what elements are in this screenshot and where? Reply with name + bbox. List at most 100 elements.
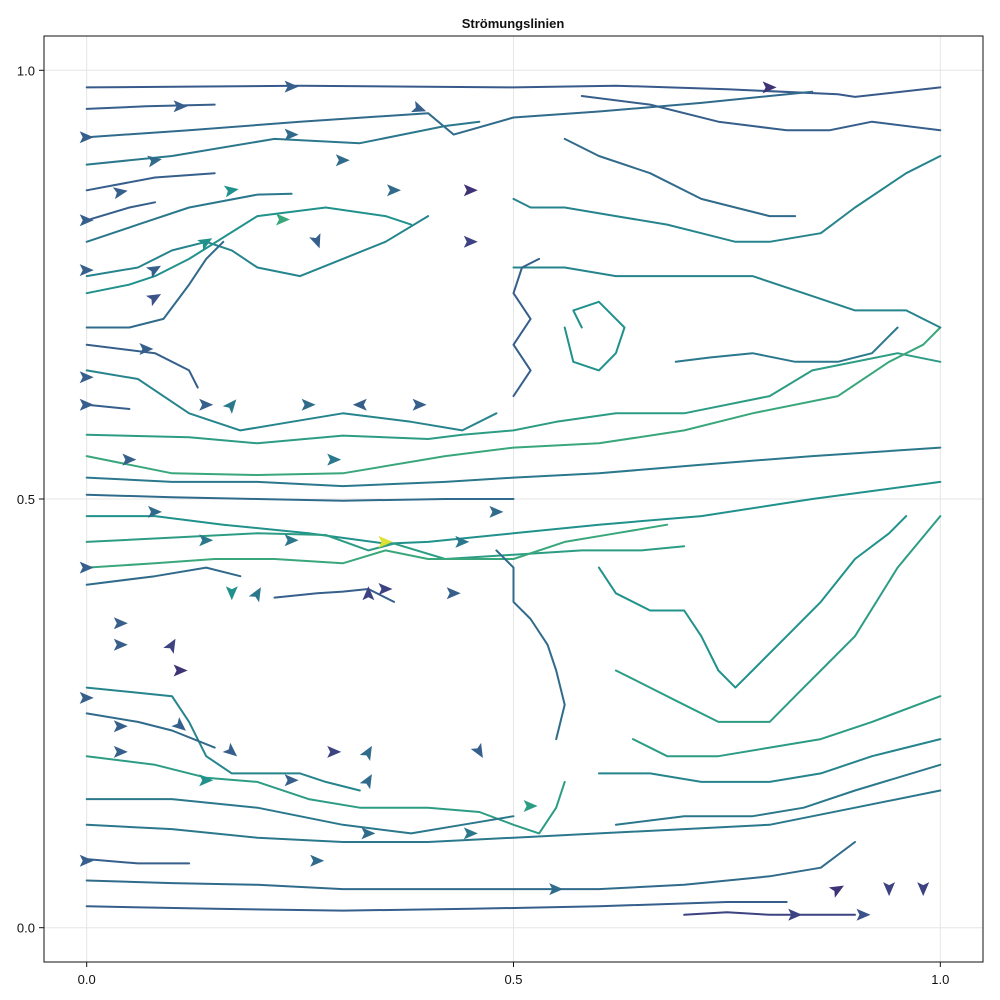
stream-arrow-32 [284,534,299,547]
stream-arrow-24 [222,399,237,414]
streamline-0 [85,84,942,98]
stream-arrow-2 [79,131,94,144]
stream-arrow-9 [387,184,401,197]
stream-arrow-63 [788,908,803,921]
stream-arrow-16 [145,265,162,278]
streamline-41 [632,695,942,758]
stream-arrow-38 [248,587,261,603]
stream-arrow-41 [446,587,461,600]
y-tick-label-2: 1.0 [17,63,35,78]
streamline-35 [674,326,899,363]
streamline-25 [85,798,515,835]
stream-arrow-10 [223,185,239,198]
stream-arrow-4 [410,100,427,113]
stream-arrow-54 [199,774,214,787]
streamline-6 [85,192,293,243]
streamline-37 [512,257,541,398]
stream-arrow-25 [301,398,316,411]
streamline-32 [563,137,797,218]
stream-arrow-66 [917,882,930,897]
stream-arrow-21 [79,371,94,384]
stream-arrow-5 [762,81,777,94]
stream-arrow-48 [171,717,186,731]
chart-title: Strömungslinien [462,16,565,31]
stream-arrow-47 [113,720,128,733]
y-axis-ticks: 0.0 0.5 1.0 [17,63,44,936]
stream-arrow-56 [359,774,372,790]
streamline-24 [85,755,566,835]
stream-arrow-29 [327,453,342,466]
streamline-38 [495,549,566,741]
streamlines [85,84,942,916]
stream-arrow-13 [309,233,321,249]
stream-arrow-19 [463,235,478,248]
streamline-8 [85,206,413,295]
stream-arrow-28 [122,453,137,466]
stream-arrow-0 [284,80,299,93]
x-tick-label-2: 1.0 [931,972,949,987]
streamline-27 [85,858,191,865]
stream-arrow-26 [352,398,367,411]
stream-arrow-15 [79,264,94,277]
streamline-10 [85,343,199,389]
stream-arrow-52 [359,745,372,761]
streamline-28 [85,841,856,891]
stream-arrow-22 [79,398,94,411]
x-tick-label-0: 0.0 [78,972,96,987]
stream-arrow-34 [455,535,470,548]
stream-arrow-27 [412,398,427,411]
stream-arrow-6 [147,155,162,168]
streamline-7 [85,215,430,278]
streamline-17 [85,480,942,545]
streamline-22 [85,686,361,792]
stream-arrow-33 [378,535,393,548]
stream-arrow-65 [883,882,896,897]
stream-arrow-42 [113,617,128,630]
stream-arrow-3 [284,128,299,141]
streamline-5 [85,201,156,222]
stream-arrow-1 [173,100,188,113]
stream-arrow-31 [199,534,214,547]
stream-arrow-58 [361,827,376,840]
streamline-36 [563,300,626,372]
stream-arrow-35 [489,505,504,518]
y-tick-label-1: 0.5 [17,492,35,507]
stream-arrows [79,80,930,921]
streamline-18 [85,532,686,560]
streamline-16 [85,493,515,502]
stream-arrow-43 [113,638,128,651]
streamline-13 [85,352,942,445]
stream-arrow-36 [79,561,94,574]
streamline-9 [85,240,225,329]
stream-arrow-11 [79,214,94,227]
stream-arrow-39 [362,586,375,601]
stream-arrow-7 [335,154,350,167]
stream-arrow-51 [327,745,342,758]
streamline-1 [85,103,216,110]
streamline-39 [597,515,908,689]
stream-arrow-30 [148,505,162,518]
stream-arrow-67 [828,885,844,898]
stream-arrow-57 [523,800,538,812]
streamline-19 [85,523,669,569]
stream-arrow-60 [79,854,94,867]
stream-arrow-46 [79,691,94,704]
stream-arrow-55 [284,774,299,787]
x-axis-ticks: 0.0 0.5 1.0 [78,962,949,987]
stream-arrow-64 [856,908,871,921]
streamline-4 [85,172,216,192]
streamline-43 [614,763,942,826]
streamline-15 [85,446,942,488]
streamline-42 [597,738,942,783]
stream-arrow-37 [225,586,238,601]
stream-arrow-8 [112,187,128,200]
streamline-30 [683,911,856,916]
streamline-12 [85,403,131,410]
x-tick-label-1: 0.5 [504,972,522,987]
streamline-14 [85,326,942,476]
streamline-20 [85,566,242,586]
streamline-21 [273,588,395,603]
streamline-31 [512,155,942,243]
